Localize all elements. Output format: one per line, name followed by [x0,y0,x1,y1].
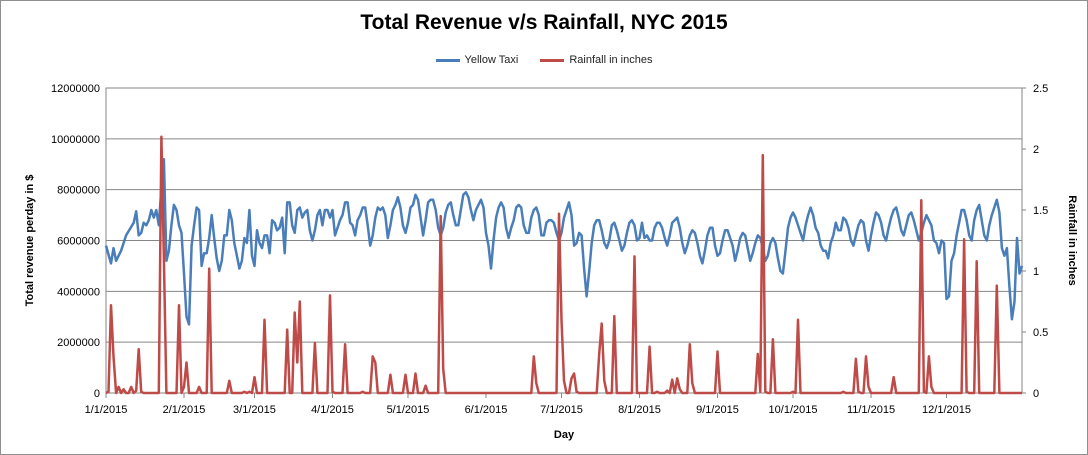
y-tick-label: 4000000 [57,286,100,298]
y-axis-title: Total revenue perday in $ [24,175,36,307]
x-tick-label: 2/1/2015 [163,404,206,416]
x-tick-label: 3/1/2015 [233,404,276,416]
x-tick-label: 12/1/2015 [922,404,971,416]
legend: Yellow Taxi Rainfall in inches [1,54,1087,66]
x-tick-label: 1/1/2015 [85,404,128,416]
y2-axis-title: Rainfall in inches [1066,195,1078,285]
series-line-rainfall [105,135,1022,395]
x-tick-label: 6/1/2015 [465,404,508,416]
legend-swatch-yellow-taxi [435,58,460,62]
legend-label-rainfall: Rainfall in inches [569,54,653,66]
y2-tick-label: 2.5 [1033,83,1048,95]
x-tick-label: 5/1/2015 [387,404,430,416]
y2-tick-label: 2 [1033,144,1039,156]
x-tick-label: 8/1/2015 [618,404,661,416]
legend-item-rainfall: Rainfall in inches [540,54,652,66]
y-tick-label: 6000000 [57,236,100,248]
y-tick-label: 12000000 [51,83,100,95]
y-tick-label: 8000000 [57,185,100,197]
legend-label-yellow-taxi: Yellow Taxi [464,54,519,66]
y-tick-label: 2000000 [57,337,100,349]
legend-swatch-rainfall [540,58,565,62]
y2-tick-label: 1.5 [1033,205,1048,217]
y-tick-label: 10000000 [51,134,100,146]
x-tick-label: 10/1/2015 [769,404,818,416]
y2-tick-label: 0.5 [1033,327,1048,339]
y-tick-label: 0 [94,388,100,400]
chart-title: Total Revenue v/s Rainfall, NYC 2015 [360,11,728,34]
x-tick-label: 9/1/2015 [696,404,739,416]
series-line-yellow-taxi [104,157,1024,326]
x-tick-label: 4/1/2015 [311,404,354,416]
x-tick-label: 11/1/2015 [847,404,895,416]
x-axis-title: Day [554,429,575,441]
legend-item-yellow-taxi: Yellow Taxi [435,54,519,66]
y2-tick-label: 0 [1033,388,1039,400]
y2-tick-label: 1 [1033,266,1039,278]
x-tick-label: 7/1/2015 [540,404,583,416]
